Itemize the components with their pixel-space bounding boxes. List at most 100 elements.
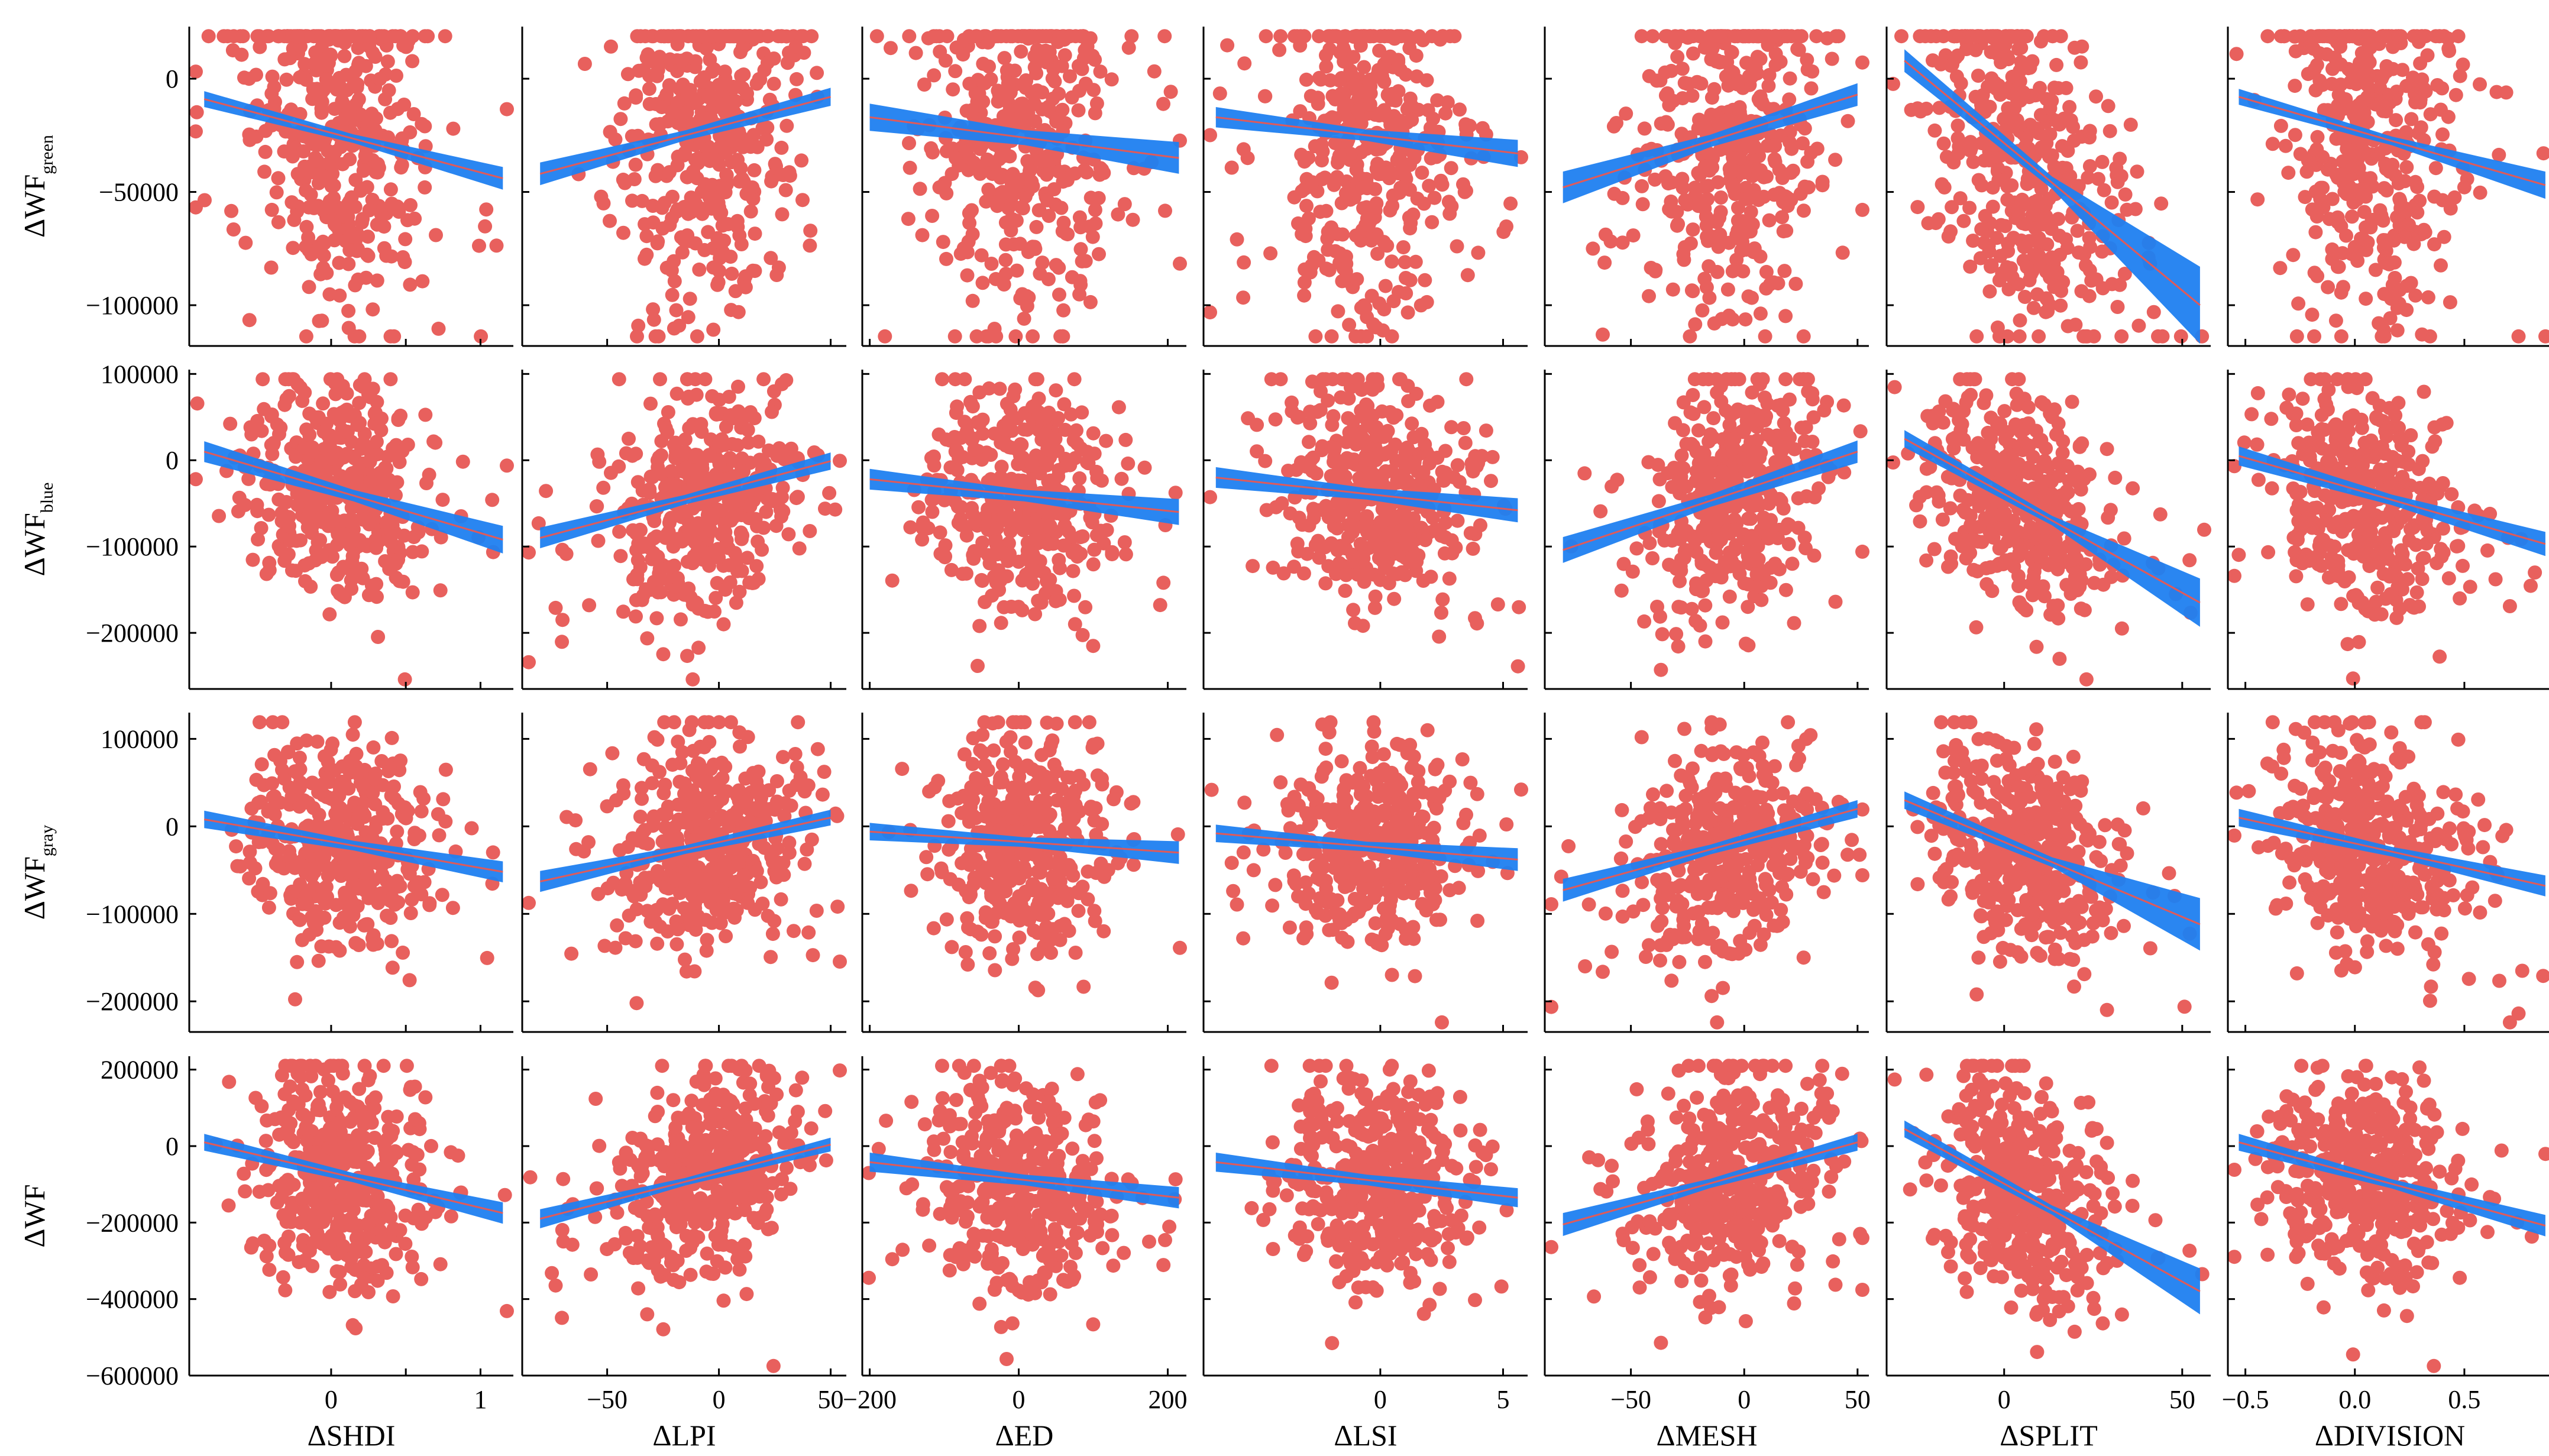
data-point [190,396,205,411]
data-point [712,393,727,407]
data-point [1203,128,1217,143]
data-point [1099,433,1114,448]
panel-r0-c2 [861,27,1187,347]
data-point [2344,247,2359,261]
data-point [885,573,900,588]
data-point [662,52,677,67]
data-point [973,166,988,181]
data-point [189,124,203,139]
data-point [1086,426,1101,441]
confidence-band [540,88,831,186]
data-point [2385,255,2399,270]
data-point [994,435,1008,450]
data-point [616,172,630,187]
data-point [669,386,684,401]
data-point [1041,209,1056,223]
data-point [2538,329,2549,344]
data-point [915,532,930,547]
data-point [2036,29,2051,44]
data-point [1425,215,1440,229]
data-point [1943,59,1958,73]
data-point [1321,393,1335,408]
data-point [1750,66,1765,81]
data-point [1686,46,1700,61]
data-point [1319,59,1334,74]
data-point [972,416,987,431]
data-point [363,454,377,469]
data-point [939,144,954,158]
data-point [2293,29,2308,44]
data-point [2321,280,2335,295]
data-point [1001,109,1015,124]
data-point [647,514,662,528]
y-tick-label: 100000 [101,360,179,389]
data-point [966,431,980,446]
data-point [1778,309,1793,323]
data-point [997,88,1011,103]
data-point [332,288,347,303]
data-point [1484,474,1498,488]
data-point [2390,323,2405,338]
data-point [1015,518,1030,533]
data-point [1603,234,1618,249]
data-point [2173,329,2188,344]
data-point [341,29,355,44]
data-point [1444,420,1459,435]
data-point [639,229,654,244]
data-point [1840,114,1855,128]
data-point [1776,224,1791,239]
data-point [302,556,316,571]
data-point [1078,43,1092,57]
data-point [902,29,917,44]
data-point [2310,268,2325,283]
data-point [633,29,648,44]
regression-line [203,98,503,180]
data-point [1085,229,1100,244]
data-point [1722,589,1737,604]
data-point [237,70,251,85]
data-point [371,630,386,644]
data-point [1713,29,1728,44]
data-point [1400,538,1415,552]
data-point [1710,264,1725,279]
data-point [2404,112,2419,127]
data-point [2045,148,2059,163]
data-point [713,139,728,154]
data-point [2448,88,2463,102]
data-point [1314,72,1328,87]
data-point [2273,261,2288,276]
data-point [775,29,790,44]
data-point [396,38,411,53]
data-point [238,235,253,250]
data-point [319,72,334,87]
data-point [1311,90,1325,105]
data-point [1982,284,1997,299]
data-point [335,588,350,603]
data-point [755,542,769,557]
data-point [1761,79,1776,93]
data-point [1173,256,1187,271]
data-point [299,422,314,437]
data-point [1460,268,1475,283]
data-point [1759,264,1774,279]
data-point [1124,29,1139,44]
data-point [2357,105,2372,120]
data-point [2443,201,2458,216]
data-point [2434,258,2448,273]
data-point [1791,43,1806,57]
data-point [1380,51,1395,66]
data-point [678,445,693,460]
data-point [1677,76,1692,90]
data-point [1810,141,1825,156]
data-point [2013,313,2027,328]
data-point [1998,219,2013,234]
data-point [1125,212,1140,227]
data-point [1393,372,1408,387]
data-point [803,224,818,238]
data-point [415,274,430,289]
data-point [2043,101,2058,115]
data-point [761,29,775,44]
data-point [728,284,743,299]
